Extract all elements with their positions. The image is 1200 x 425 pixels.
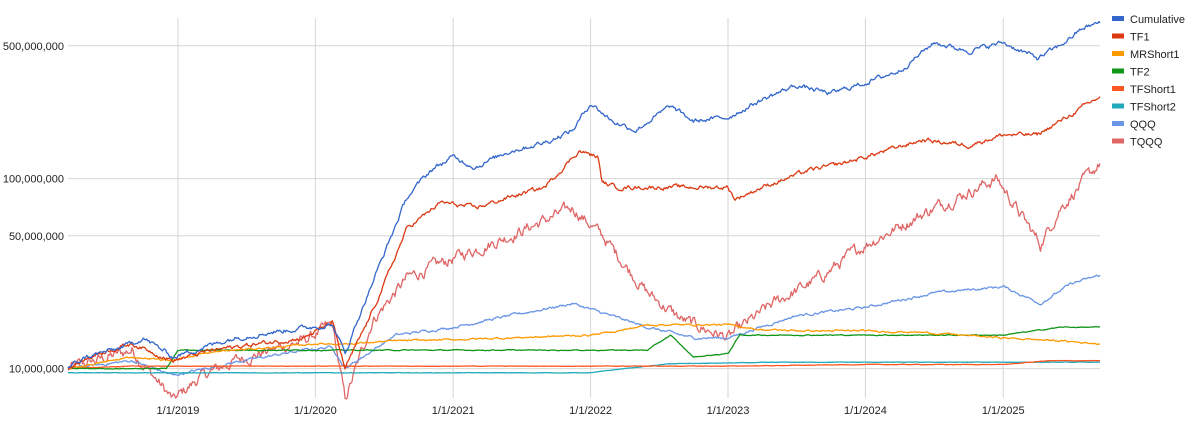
legend: Cumulative TF1 MRShort1 TF2 TFShort1 TFShort2… (1112, 14, 1185, 149)
legend-label: TF2 (1130, 67, 1150, 79)
legend-swatch (1112, 103, 1124, 109)
series-line-tfshort1 (67, 359, 1101, 370)
x-tick-label: 1/1/2025 (982, 405, 1025, 417)
legend-swatch (1112, 33, 1124, 39)
axis-layer: 10,000,000 50,000,000 100,000,000 500,000,0… (3, 41, 1025, 417)
legend-label: MRShort1 (1130, 49, 1180, 61)
series-line-tf1 (67, 96, 1101, 371)
legend-swatch (1112, 86, 1124, 91)
y-tick-label: 10,000,000 (9, 364, 64, 376)
x-tick-label: 1/1/2022 (569, 405, 612, 417)
legend-label: TF1 (1130, 32, 1150, 44)
legend-label: QQQ (1130, 119, 1156, 131)
legend-label: TFShort2 (1130, 102, 1176, 114)
x-tick-label: 1/1/2024 (844, 405, 887, 417)
x-tick-label: 1/1/2023 (707, 405, 750, 417)
grid-layer (68, 18, 1100, 398)
legend-label: Cumulative (1130, 14, 1185, 26)
y-tick-label: 100,000,000 (3, 174, 64, 186)
series-line-tfshort2 (67, 361, 1101, 374)
x-tick-label: 1/1/2020 (294, 405, 337, 417)
series-line-tf2 (67, 325, 1101, 370)
legend-swatch (1112, 51, 1124, 56)
legend-swatch (1112, 138, 1124, 144)
y-tick-label: 500,000,000 (3, 41, 64, 53)
series-line-mrshort1 (67, 323, 1101, 370)
legend-swatch (1112, 16, 1124, 21)
legend-swatch (1112, 68, 1124, 74)
x-tick-label: 1/1/2021 (432, 405, 475, 417)
legend-label: TQQQ (1130, 137, 1163, 149)
legend-label: TFShort1 (1130, 84, 1176, 96)
y-tick-label: 50,000,000 (9, 231, 64, 243)
series-line-cumulative (67, 20, 1101, 369)
legend-swatch (1112, 121, 1124, 126)
x-tick-label: 1/1/2019 (157, 405, 200, 417)
series-line-qqq (67, 274, 1101, 377)
series-layer (67, 20, 1101, 400)
series-line-tqqq (67, 163, 1101, 400)
